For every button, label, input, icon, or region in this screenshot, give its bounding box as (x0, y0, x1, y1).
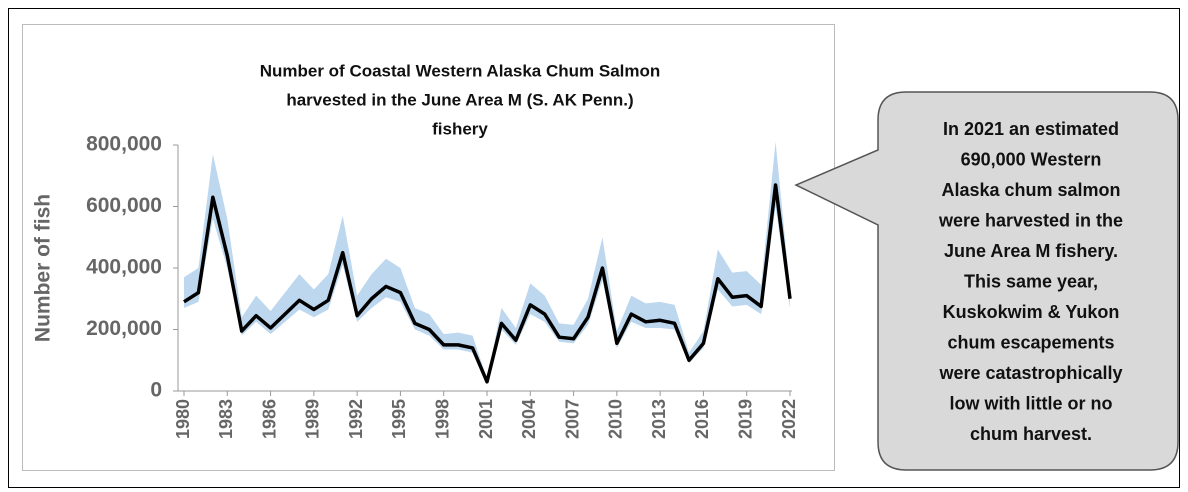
x-tick-label: 1995 (389, 399, 409, 439)
chart-frame (22, 24, 835, 471)
callout-text: were harvested in the (938, 210, 1123, 230)
y-tick-label: 200,000 (86, 317, 162, 340)
x-tick-label: 2019 (735, 399, 755, 439)
x-tick-label: 2010 (606, 399, 626, 439)
x-tick-label: 2001 (476, 399, 496, 439)
x-tick-label: 1992 (346, 399, 366, 439)
x-tick-label: 1980 (173, 399, 193, 439)
outer-frame (8, 8, 1180, 488)
y-tick-label: 400,000 (86, 256, 162, 279)
chart-title: fishery (432, 119, 488, 138)
y-tick-label: 0 (150, 379, 162, 402)
x-tick-label: 2016 (692, 399, 712, 439)
chart-title: harvested in the June Area M (S. AK Penn… (286, 90, 633, 109)
callout-text: Alaska chum salmon (941, 180, 1120, 200)
callout-text: In 2021 an estimated (943, 119, 1119, 139)
callout-text: were catastrophically (938, 363, 1122, 383)
callout-text: low with little or no (950, 393, 1113, 413)
y-tick-label: 600,000 (86, 194, 162, 217)
x-tick-label: 2004 (519, 399, 539, 439)
chart-title: Number of Coastal Western Alaska Chum Sa… (260, 61, 661, 80)
x-tick-label: 1986 (259, 399, 279, 439)
callout-text: Kuskokwim & Yukon (943, 302, 1120, 322)
x-tick-label: 2013 (649, 399, 669, 439)
callout-text: chum harvest. (970, 424, 1092, 444)
x-tick-label: 2007 (562, 399, 582, 439)
x-tick-label: 1983 (216, 399, 236, 439)
callout-text: 690,000 Western (961, 149, 1102, 169)
y-axis-label: Number of fish (32, 194, 55, 342)
callout-text: chum escapements (947, 332, 1114, 352)
y-tick-label: 800,000 (86, 133, 162, 156)
x-tick-label: 2022 (779, 399, 799, 439)
callout-text: This same year, (964, 271, 1098, 291)
range-band (184, 141, 790, 384)
x-tick-label: 1998 (432, 399, 452, 439)
data-line (183, 183, 792, 384)
callout-bubble (794, 91, 1179, 471)
callout-text: June Area M fishery. (944, 241, 1118, 261)
x-tick-label: 1989 (303, 399, 323, 439)
